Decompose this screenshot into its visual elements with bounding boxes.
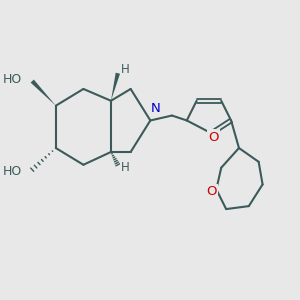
Text: HO: HO — [3, 73, 22, 85]
Text: O: O — [208, 131, 219, 144]
Polygon shape — [111, 73, 120, 101]
Text: H: H — [121, 161, 130, 174]
Text: H: H — [121, 63, 130, 76]
Polygon shape — [31, 80, 56, 106]
Text: O: O — [206, 185, 217, 198]
Text: N: N — [150, 102, 160, 115]
Text: HO: HO — [3, 165, 22, 178]
